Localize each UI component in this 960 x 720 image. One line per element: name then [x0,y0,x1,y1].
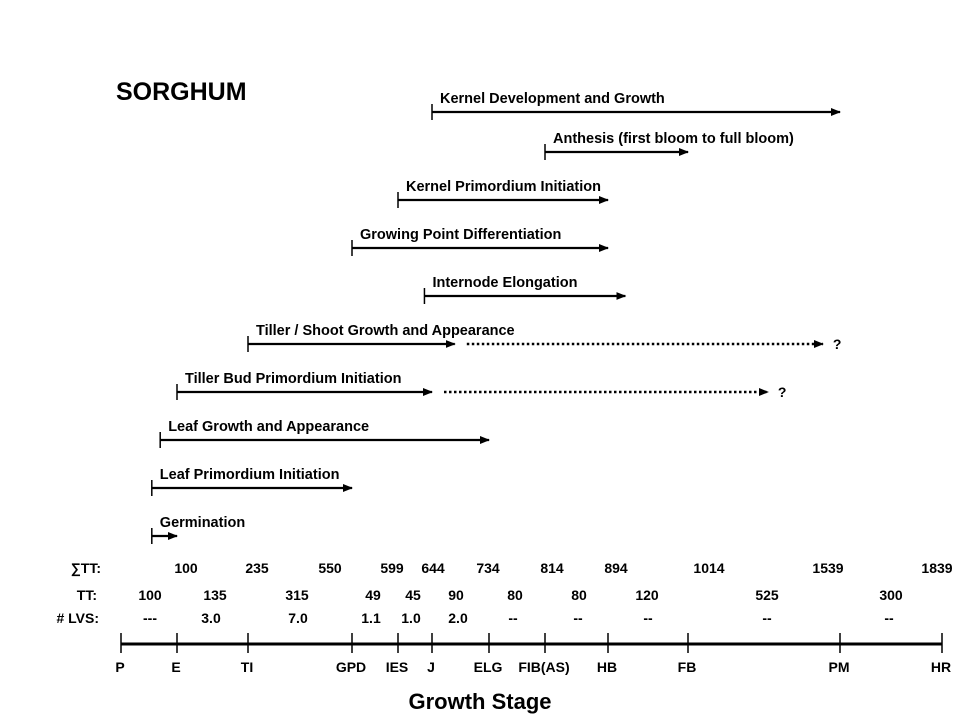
leaf-count-value: -- [762,610,772,626]
cumulative-tt-value: 100 [174,560,198,576]
cumulative-tt-value: 1839 [921,560,952,576]
interval-tt-value: 300 [879,587,903,603]
process-label: Tiller / Shoot Growth and Appearance [256,323,515,339]
leaf-count-value: 7.0 [288,610,308,626]
process-label: Tiller Bud Primordium Initiation [185,371,401,387]
interval-tt-value: 100 [138,587,162,603]
interval-tt-value: 315 [285,587,309,603]
stage-label: IES [386,659,409,675]
cumulative-tt-value: 1539 [812,560,843,576]
stage-label: J [427,659,435,675]
process-label: Germination [160,515,245,531]
process-label: Internode Elongation [432,275,577,291]
interval-tt-value: 80 [571,587,587,603]
process-4: Growing Point Differentiation [351,227,609,256]
stage-ticks: P E TI GPD IES J ELG FIB(AS) HB FB PM HR [115,633,951,675]
process-10: Germination [151,515,245,544]
x-axis-label: Growth Stage [408,689,551,714]
process-6: ? Tiller / Shoot Growth and Appearance [247,323,842,352]
cumulative-tt-value: 814 [540,560,564,576]
stage-label: GPD [336,659,366,675]
process-7: ? Tiller Bud Primordium Initiation [176,371,787,400]
uncertainty-mark: ? [778,384,787,400]
process-3: Kernel Primordium Initiation [397,179,609,208]
leaf-count-value: -- [884,610,894,626]
stage-label: ELG [474,659,503,675]
interval-tt-value: 135 [203,587,227,603]
stage-label: HR [931,659,951,675]
stage-label: HB [597,659,617,675]
interval-tt-value: 90 [448,587,464,603]
stage-label: FIB(AS) [518,659,569,675]
interval-tt-value: 525 [755,587,779,603]
cumulative-tt-value: 894 [604,560,628,576]
thermal-time-values: 100 235 550 599 644 734 814 894 1014 1539 1839 100 1… [138,560,952,626]
leaf-count-value: -- [573,610,583,626]
interval-tt-value: 120 [635,587,659,603]
row-label-interval-tt: TT: [77,587,97,603]
row-label-cumulative-tt: ∑TT: [71,560,101,577]
process-1: Kernel Development and Growth [431,91,841,120]
stage-label: PM [829,659,850,675]
leaf-count-value: 2.0 [448,610,468,626]
cumulative-tt-value: 599 [380,560,404,576]
cumulative-tt-value: 734 [476,560,500,576]
process-label: Leaf Growth and Appearance [168,419,369,435]
stage-label: P [115,659,124,675]
interval-tt-value: 80 [507,587,523,603]
process-label: Kernel Primordium Initiation [406,179,601,195]
cumulative-tt-value: 550 [318,560,342,576]
process-2: Anthesis (first bloom to full bloom) [544,131,794,160]
cumulative-tt-value: 1014 [693,560,724,576]
process-5: Internode Elongation [423,275,627,304]
leaf-count-value: --- [143,610,157,626]
process-label: Growing Point Differentiation [360,227,561,243]
process-label: Kernel Development and Growth [440,91,665,107]
interval-tt-value: 49 [365,587,381,603]
cumulative-tt-value: 644 [421,560,445,576]
process-9: Leaf Primordium Initiation [151,467,353,496]
leaf-count-value: -- [508,610,518,626]
diagram-title: SORGHUM [116,78,247,106]
stage-label: E [171,659,180,675]
process-label: Anthesis (first bloom to full bloom) [553,131,794,147]
stage-label: FB [678,659,697,675]
leaf-count-value: 1.0 [401,610,421,626]
process-arrows: Kernel Development and Growth Anthesis (f… [151,91,842,544]
leaf-count-value: -- [643,610,653,626]
leaf-count-value: 1.1 [361,610,381,626]
interval-tt-value: 45 [405,587,421,603]
process-label: Leaf Primordium Initiation [160,467,340,483]
stage-label: TI [241,659,253,675]
cumulative-tt-value: 235 [245,560,269,576]
leaf-count-value: 3.0 [201,610,221,626]
uncertainty-mark: ? [833,336,842,352]
process-8: Leaf Growth and Appearance [159,419,490,448]
row-label-leaves: # LVS: [56,610,99,626]
